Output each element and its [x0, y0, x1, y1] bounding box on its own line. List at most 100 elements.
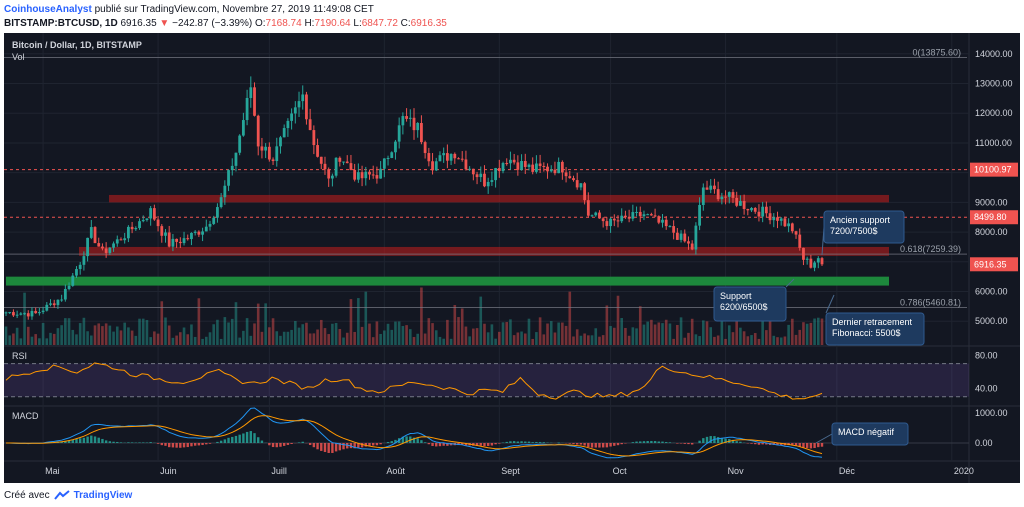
candle	[308, 119, 312, 131]
candle	[108, 247, 112, 253]
chart-svg[interactable]: 0(13875.60)0.618(7259.39)0.786(5460.81) …	[4, 33, 1020, 483]
candle	[34, 310, 38, 314]
volume-bar	[516, 332, 520, 345]
candle	[520, 160, 523, 170]
macd-hist-bar	[357, 443, 360, 448]
volume-bar	[104, 323, 108, 345]
volume-bar	[446, 319, 449, 345]
candle	[664, 219, 668, 227]
volume-bar	[442, 338, 445, 345]
candle	[267, 146, 271, 160]
rsi-tick-label: 40.00	[975, 383, 998, 393]
candle	[297, 101, 301, 108]
volume-bar	[486, 332, 490, 345]
macd-hist-bar	[97, 437, 100, 443]
volume-bar	[609, 326, 612, 345]
volume-bar	[535, 332, 538, 345]
macd-hist-bar	[219, 440, 223, 443]
candle	[672, 226, 676, 233]
volume-bar	[101, 326, 104, 345]
callout-ancien-support	[823, 210, 905, 244]
candle	[208, 223, 212, 227]
volume-bar	[664, 319, 668, 345]
candle	[71, 275, 75, 286]
volume-bar	[368, 323, 371, 345]
price-tick-label: 5000.00	[975, 316, 1008, 326]
macd-hist-bar	[193, 443, 197, 446]
candle	[420, 123, 423, 143]
macd-hist-bar	[653, 441, 657, 443]
candle	[542, 166, 546, 168]
candle	[141, 220, 145, 222]
author-name[interactable]: CoinhouseAnalyst	[4, 4, 92, 15]
candle	[134, 228, 138, 230]
macd-hist-bar	[613, 443, 616, 446]
chart-area[interactable]: 0(13875.60) 0.618(7259.39) 0.786(5460.81) …	[4, 33, 1020, 483]
volume-bar	[397, 321, 401, 345]
macd-hist-bar	[665, 442, 668, 443]
macd-hist-bar	[64, 440, 67, 443]
candle	[15, 314, 19, 316]
volume-bar	[342, 337, 345, 345]
macd-hist-bar	[253, 433, 256, 443]
candle	[353, 169, 357, 180]
macd-hist-bar	[353, 443, 356, 449]
close-value: 6916.35	[410, 18, 447, 29]
macd-hist-bar	[705, 436, 709, 443]
candle	[375, 175, 379, 179]
candle	[316, 145, 319, 157]
price-label-box	[970, 162, 1018, 177]
volume-bar	[557, 322, 560, 345]
volume-bar	[638, 306, 642, 345]
candle	[560, 161, 564, 173]
macd-hist-bar	[160, 443, 163, 446]
candles[interactable]	[4, 76, 824, 320]
candle	[750, 207, 753, 211]
macd-hist-bar	[268, 443, 271, 446]
macd-hist-bar	[646, 440, 649, 443]
price-label-box	[970, 210, 1018, 225]
volume-bar	[141, 318, 145, 345]
tradingview-brand[interactable]: TradingView	[73, 489, 133, 501]
volume-bar	[549, 321, 553, 345]
high-value: 7190.64	[314, 18, 351, 29]
volume-bar	[319, 319, 323, 345]
callout-support-text: 6200/6500$	[720, 302, 768, 312]
volume-bar	[386, 323, 390, 345]
macd-hist-bar	[175, 443, 178, 448]
macd-hist-bar	[657, 441, 660, 443]
tradingview-logo-icon	[53, 490, 70, 500]
volume-bar	[653, 324, 657, 345]
macd-hist-bar	[279, 443, 282, 447]
macd-hist-bar	[739, 441, 742, 443]
macd-hist-bar	[179, 443, 182, 448]
macd-hist-bar	[334, 443, 338, 452]
candle	[89, 227, 93, 238]
macd-hist-bar	[475, 443, 479, 446]
candle	[438, 155, 442, 162]
macd-hist-bar	[138, 442, 141, 443]
macd-hist-bar	[798, 443, 801, 447]
macd-hist-bar	[168, 443, 171, 448]
time-axis[interactable]: Mai Juin Juill Août Sept Oct Nov Déc 2020	[45, 466, 974, 476]
candle	[112, 243, 115, 248]
volume-bar	[327, 334, 330, 345]
candle	[716, 189, 720, 200]
volume-bar	[268, 327, 271, 345]
macd-hist-bar	[750, 443, 753, 444]
volume-bar	[108, 325, 112, 345]
fib-label: 0.786(5460.81)	[900, 298, 961, 308]
candle	[368, 171, 371, 175]
candle	[668, 226, 672, 228]
candle	[127, 226, 130, 239]
candle	[713, 185, 716, 190]
callout-fibonacci-pointer	[825, 294, 835, 314]
candle	[216, 207, 219, 218]
volume-bar	[60, 325, 63, 345]
candle	[201, 231, 204, 235]
macd-hist-bar	[201, 443, 204, 445]
candle	[505, 163, 509, 165]
price-axis[interactable]: 5000.006000.007000.008000.009000.0010000…	[970, 49, 1018, 326]
volume-bar	[353, 331, 356, 345]
candle	[26, 313, 30, 317]
